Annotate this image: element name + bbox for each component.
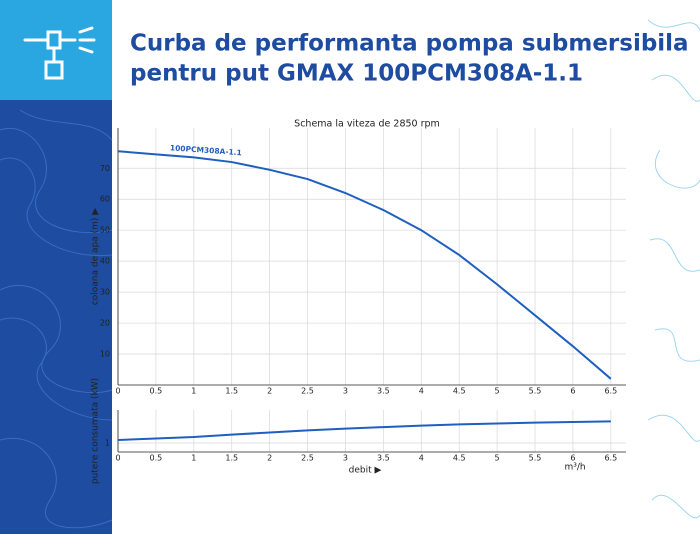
- x-tick-label: 0: [115, 454, 120, 463]
- x-tick-label: 4: [419, 387, 424, 396]
- x-tick-label: 6: [570, 387, 575, 396]
- x-tick-label: 1.5: [225, 387, 238, 396]
- x-tick-label: 1: [191, 387, 196, 396]
- y-tick-label: 1: [105, 439, 110, 448]
- y-tick-label: 60: [100, 195, 110, 204]
- x-tick-label: 4.5: [453, 387, 466, 396]
- x-tick-label: 2: [267, 454, 272, 463]
- title-line: pentru put GMAX 100PCM308A-1.1: [130, 61, 583, 87]
- x-tick-label: 2.5: [301, 387, 314, 396]
- x-tick-label: 6.5: [604, 387, 617, 396]
- x-tick-label: 6.5: [604, 454, 617, 463]
- x-axis-label: debit ▶: [349, 466, 382, 476]
- chart-title: Schema la viteza de 2850 rpm: [294, 119, 440, 130]
- y-tick-label: 40: [100, 257, 110, 266]
- series-line: [117, 420, 611, 441]
- x-unit-label: m³/h: [564, 463, 585, 473]
- x-tick-label: 3: [343, 387, 348, 396]
- x-tick-label: 5.5: [529, 454, 542, 463]
- x-tick-label: 0: [115, 387, 120, 396]
- right-pattern: [647, 19, 700, 519]
- x-tick-label: 2.5: [301, 454, 314, 463]
- x-tick-label: 1.5: [225, 454, 238, 463]
- series-label: 100PCM308A-1.1: [170, 143, 242, 157]
- x-tick-label: 5: [495, 387, 500, 396]
- icon-box: [0, 0, 112, 100]
- sprinkler-icon: [23, 26, 96, 80]
- x-tick-label: 3.5: [377, 454, 390, 463]
- y-tick-label: 10: [100, 350, 110, 359]
- x-tick-label: 4: [419, 454, 424, 463]
- x-tick-label: 6: [570, 454, 575, 463]
- x-tick-label: 0.5: [150, 387, 163, 396]
- x-tick-label: 2: [267, 387, 272, 396]
- x-tick-label: 0.5: [150, 454, 163, 463]
- x-tick-label: 5.5: [529, 387, 542, 396]
- y-axis-label: coloana de apa (m) ▶: [91, 208, 101, 305]
- x-tick-label: 4.5: [453, 454, 466, 463]
- series-line: [117, 150, 612, 380]
- y-tick-label: 70: [100, 164, 110, 173]
- y-tick-label: 50: [100, 226, 110, 235]
- x-tick-label: 5: [495, 454, 500, 463]
- y-tick-label: 20: [100, 319, 110, 328]
- x-tick-label: 3: [343, 454, 348, 463]
- y-axis-label: putere consumata (kW): [91, 378, 101, 484]
- x-tick-label: 3.5: [377, 387, 390, 396]
- y-tick-label: 30: [100, 288, 110, 297]
- title-line: Curba de performanta pompa submersibila: [130, 31, 689, 57]
- x-tick-label: 1: [191, 454, 196, 463]
- left-pattern: [0, 109, 113, 529]
